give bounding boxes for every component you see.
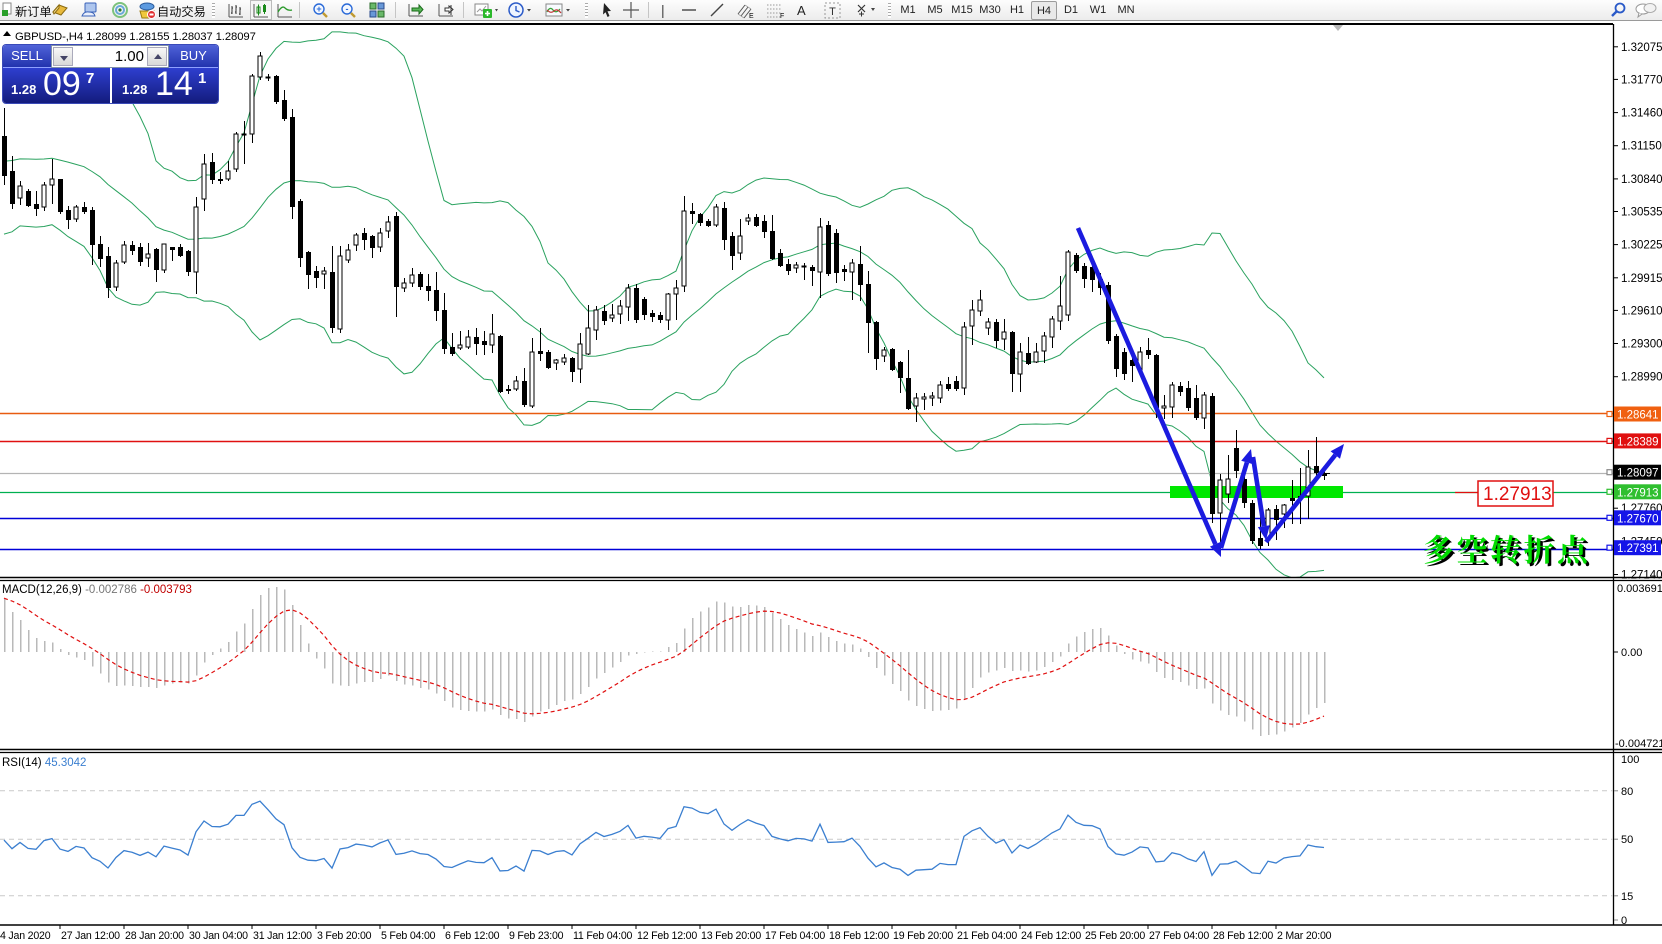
svg-text:0: 0	[1621, 915, 1627, 927]
svg-text:9 Feb 23:00: 9 Feb 23:00	[509, 930, 564, 942]
svg-text:27 Jan 12:00: 27 Jan 12:00	[61, 930, 120, 942]
svg-text:1.30535: 1.30535	[1621, 207, 1662, 219]
svg-text:1.28389: 1.28389	[1617, 436, 1659, 448]
svg-text:12 Feb 12:00: 12 Feb 12:00	[637, 930, 697, 942]
svg-text:T: T	[829, 6, 836, 18]
svg-text:1.27913: 1.27913	[1483, 484, 1552, 505]
svg-text:3 Feb 20:00: 3 Feb 20:00	[317, 930, 372, 942]
svg-text:28 Jan 20:00: 28 Jan 20:00	[125, 930, 184, 942]
svg-text:13 Feb 20:00: 13 Feb 20:00	[701, 930, 761, 942]
svg-text:1.31150: 1.31150	[1621, 141, 1662, 153]
svg-text:RSI(14) 45.3042: RSI(14) 45.3042	[2, 757, 86, 769]
svg-text:1.27670: 1.27670	[1617, 513, 1659, 525]
svg-text:28 Feb 12:00: 28 Feb 12:00	[1213, 930, 1273, 942]
svg-text:50: 50	[1621, 834, 1633, 846]
svg-text:31 Jan 12:00: 31 Jan 12:00	[253, 930, 312, 942]
svg-text:GBPUSD-,H4 1.28099 1.28155 1.: GBPUSD-,H4 1.28099 1.28155 1.28037 1.280…	[15, 31, 256, 43]
svg-text:1.29915: 1.29915	[1621, 273, 1662, 285]
svg-text:15: 15	[1621, 891, 1633, 903]
svg-text:0.003691: 0.003691	[1617, 583, 1662, 595]
svg-text:1.31770: 1.31770	[1621, 74, 1662, 86]
svg-text:1.27391: 1.27391	[1617, 543, 1659, 555]
svg-text:MACD(12,26,9) -0.002786 -0.003: MACD(12,26,9) -0.002786 -0.003793	[2, 584, 192, 596]
svg-text:1.27913: 1.27913	[1617, 487, 1659, 499]
svg-text:1.32075: 1.32075	[1621, 42, 1662, 54]
svg-text:11 Feb 04:00: 11 Feb 04:00	[573, 930, 633, 942]
svg-text:17 Feb 04:00: 17 Feb 04:00	[765, 930, 825, 942]
svg-text:1.30840: 1.30840	[1621, 174, 1662, 186]
svg-text:1.31460: 1.31460	[1621, 108, 1662, 120]
svg-text:1.28990: 1.28990	[1621, 372, 1662, 384]
svg-text:19 Feb 20:00: 19 Feb 20:00	[893, 930, 953, 942]
svg-text:1.29610: 1.29610	[1621, 305, 1662, 317]
svg-text:25 Feb 20:00: 25 Feb 20:00	[1085, 930, 1145, 942]
svg-text:18 Feb 12:00: 18 Feb 12:00	[829, 930, 889, 942]
svg-text:80: 80	[1621, 786, 1633, 798]
svg-text:1.28097: 1.28097	[1617, 468, 1659, 480]
svg-text:30 Jan 04:00: 30 Jan 04:00	[189, 930, 248, 942]
svg-text:2 Mar 20:00: 2 Mar 20:00	[1277, 930, 1332, 942]
svg-text:1.30225: 1.30225	[1621, 240, 1662, 252]
svg-text:6 Feb 12:00: 6 Feb 12:00	[445, 930, 500, 942]
svg-text:100: 100	[1621, 754, 1639, 766]
svg-text:1.29300: 1.29300	[1621, 339, 1662, 351]
svg-text:21 Feb 04:00: 21 Feb 04:00	[957, 930, 1017, 942]
svg-text:1.28641: 1.28641	[1617, 410, 1659, 422]
svg-text:-0.004721: -0.004721	[1615, 738, 1662, 750]
svg-text:E: E	[749, 13, 754, 19]
svg-text:-: -	[346, 4, 349, 14]
svg-text:5 Feb 04:00: 5 Feb 04:00	[381, 930, 436, 942]
svg-text:4 Jan 2020: 4 Jan 2020	[0, 930, 51, 942]
svg-text:1.27140: 1.27140	[1621, 570, 1662, 582]
svg-text:+: +	[316, 4, 321, 14]
svg-text:F: F	[780, 13, 784, 19]
svg-text:0.00: 0.00	[1621, 647, 1642, 659]
svg-text:24 Feb 12:00: 24 Feb 12:00	[1021, 930, 1081, 942]
svg-text:27 Feb 04:00: 27 Feb 04:00	[1149, 930, 1209, 942]
